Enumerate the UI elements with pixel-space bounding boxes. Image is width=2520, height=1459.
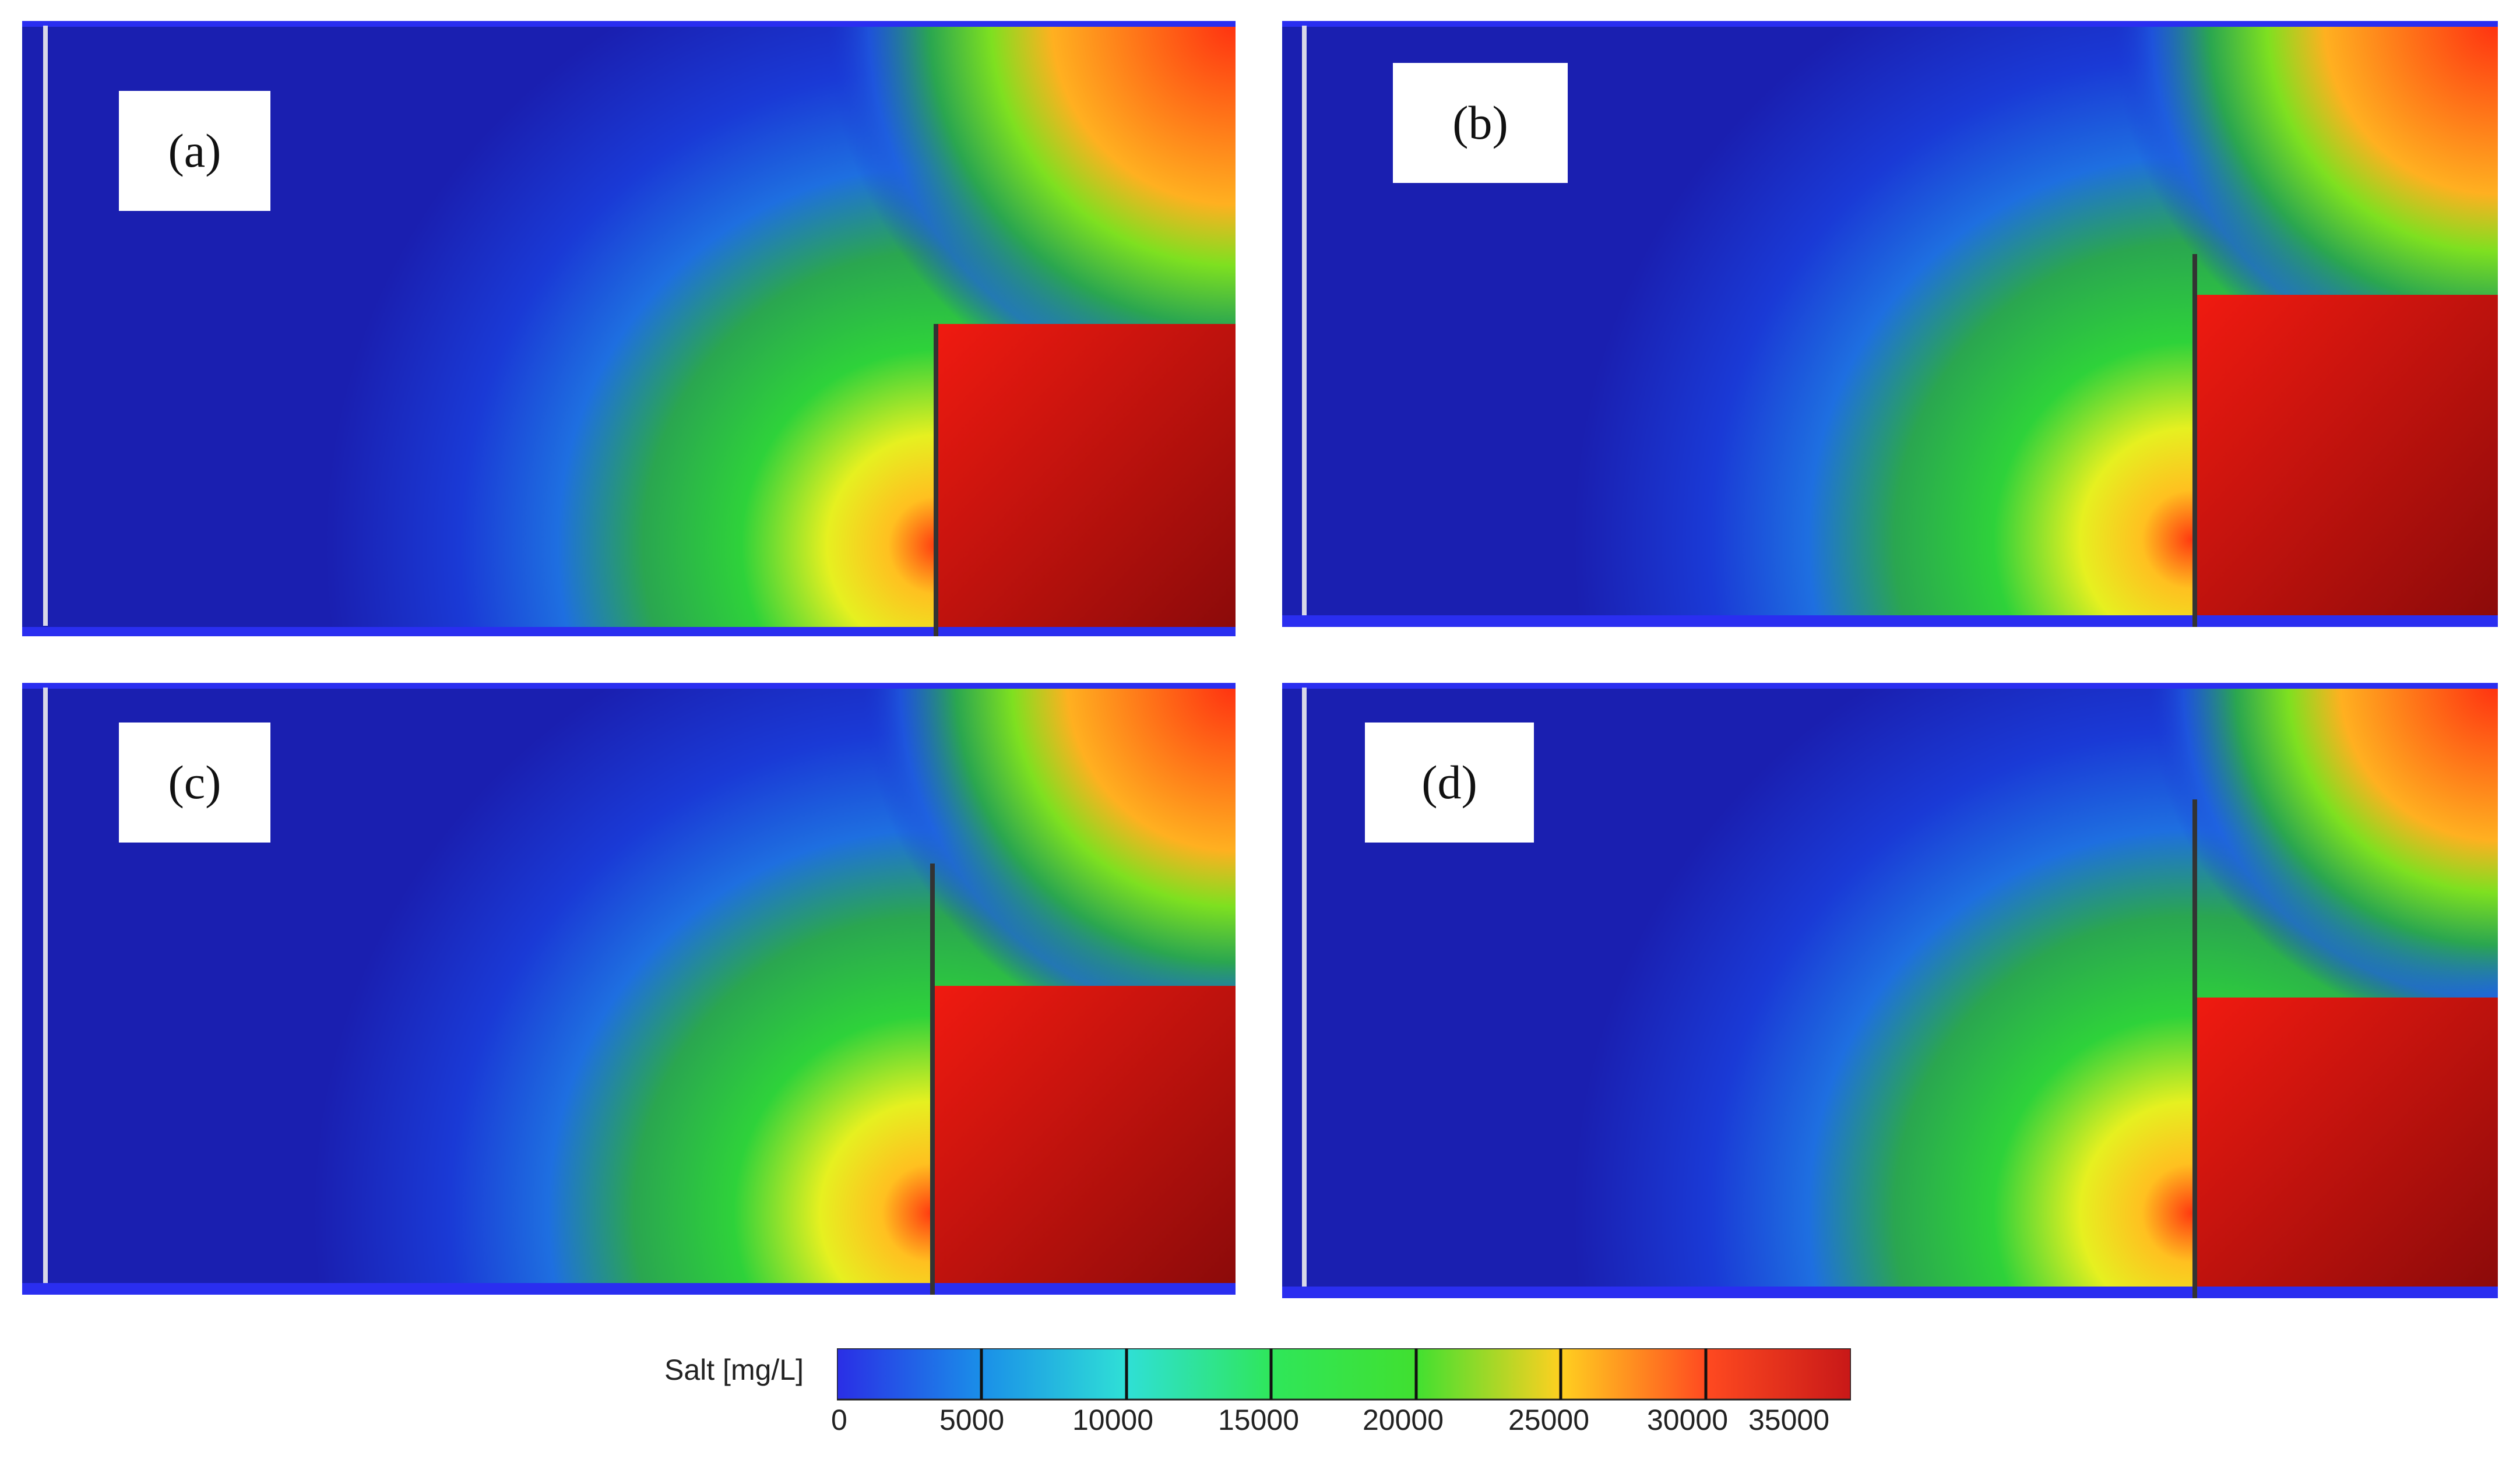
colorbar-legend: Salt [mg/L] 0 5000 10000 15000 20000 250… — [641, 1340, 1865, 1445]
legend-tick: 10000 — [1072, 1404, 1154, 1436]
panel-label-d: (d) — [1365, 723, 1534, 843]
panel-c: (c) — [22, 683, 1236, 1295]
legend-tick: 35000 — [1748, 1404, 1830, 1436]
panel-d: (d) — [1282, 683, 2498, 1298]
legend-tick: 20000 — [1363, 1404, 1444, 1436]
panel-label-c: (c) — [119, 723, 270, 843]
colorbar — [837, 1348, 1851, 1401]
panel-label-a: (a) — [119, 91, 270, 211]
panel-b: (b) — [1282, 21, 2498, 627]
legend-title: Salt [mg/L] — [664, 1354, 804, 1386]
legend-tick: 5000 — [939, 1404, 1005, 1436]
panel-label-b: (b) — [1393, 63, 1568, 183]
salt-concentration-plot-d — [1282, 683, 2498, 1298]
legend-tick: 15000 — [1218, 1404, 1300, 1436]
legend-tick: 0 — [831, 1404, 847, 1436]
legend-tick: 25000 — [1508, 1404, 1590, 1436]
salt-concentration-plot-b — [1282, 21, 2498, 627]
legend-tick: 30000 — [1647, 1404, 1729, 1436]
panel-a: (a) — [22, 21, 1236, 636]
